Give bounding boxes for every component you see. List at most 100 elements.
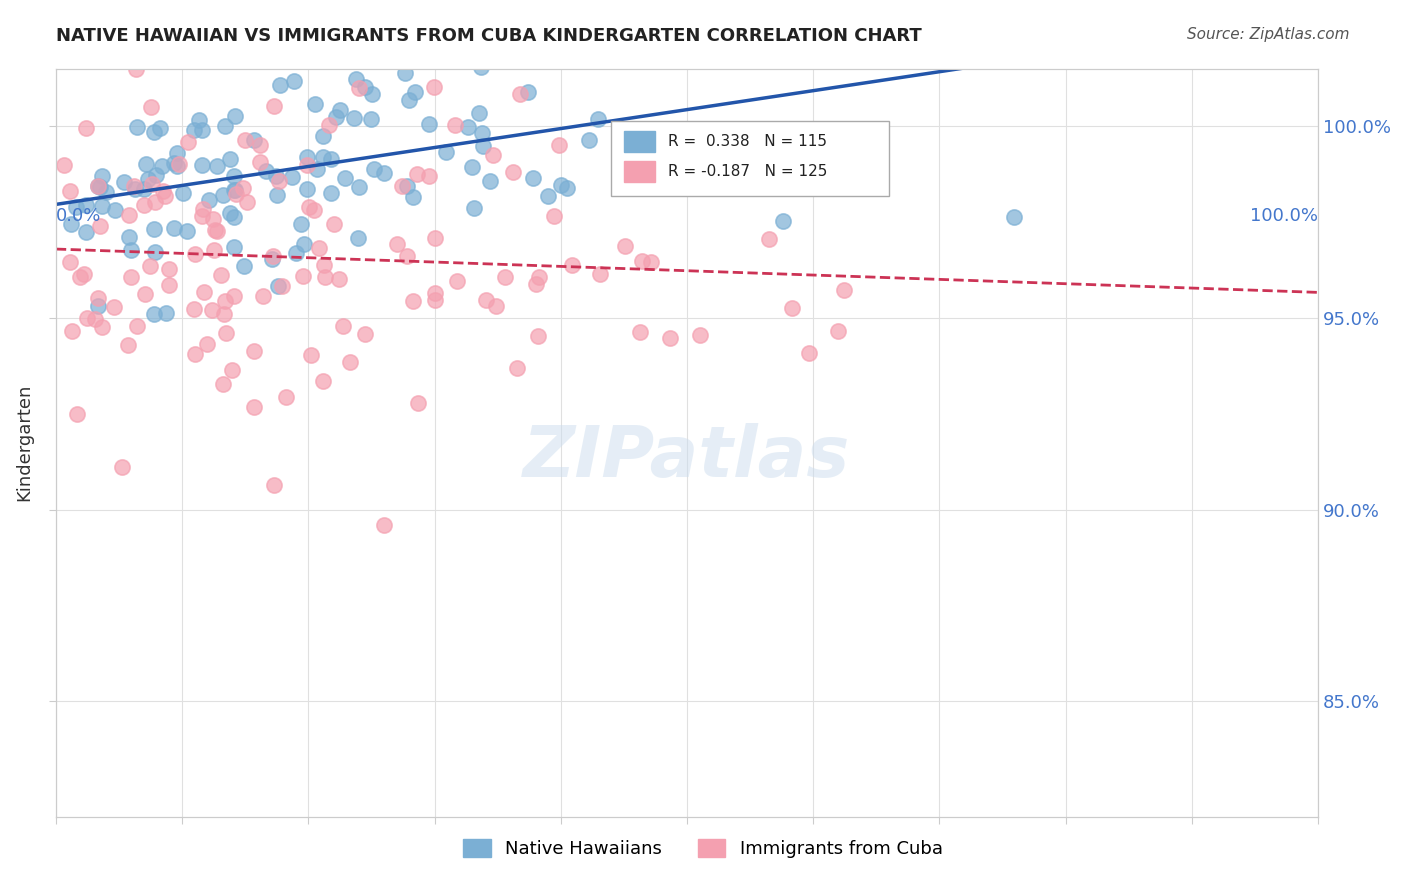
Point xyxy=(150,160,173,174)
Point xyxy=(104,202,127,217)
Point xyxy=(263,478,285,492)
Point xyxy=(52,158,75,172)
Point xyxy=(1002,210,1025,224)
Point xyxy=(191,158,214,172)
Point xyxy=(373,166,395,180)
Point xyxy=(143,245,166,260)
Point xyxy=(468,105,491,120)
Point xyxy=(209,268,232,283)
Point xyxy=(193,202,215,217)
Point xyxy=(197,193,219,207)
Point xyxy=(177,135,200,149)
Text: NATIVE HAWAIIAN VS IMMIGRANTS FROM CUBA KINDERGARTEN CORRELATION CHART: NATIVE HAWAIIAN VS IMMIGRANTS FROM CUBA … xyxy=(56,27,922,45)
Point xyxy=(640,255,662,269)
Legend: Native Hawaiians, Immigrants from Cuba: Native Hawaiians, Immigrants from Cuba xyxy=(457,831,949,865)
Bar xyxy=(624,161,655,182)
Point xyxy=(134,157,156,171)
Point xyxy=(799,346,821,360)
Point xyxy=(224,183,246,197)
Point xyxy=(548,138,571,153)
Point xyxy=(232,181,254,195)
Point xyxy=(537,189,560,203)
Point xyxy=(347,179,370,194)
Point xyxy=(91,319,114,334)
Point xyxy=(561,258,583,272)
Point xyxy=(307,46,329,61)
Point xyxy=(73,267,96,281)
Point xyxy=(463,202,485,216)
Point xyxy=(423,293,446,307)
Point xyxy=(299,348,322,362)
Point xyxy=(758,231,780,245)
Point xyxy=(344,71,367,86)
Point xyxy=(292,236,315,251)
Point xyxy=(75,121,97,136)
Point xyxy=(396,178,419,193)
Point xyxy=(517,85,540,99)
Point xyxy=(166,159,188,173)
Point xyxy=(143,195,166,210)
Point xyxy=(770,32,793,46)
Point xyxy=(75,198,97,212)
Point xyxy=(295,150,318,164)
Point xyxy=(506,360,529,375)
Point xyxy=(332,319,354,334)
Point xyxy=(335,170,357,185)
Point xyxy=(224,210,246,224)
Point xyxy=(69,270,91,285)
Point xyxy=(242,400,264,414)
Point xyxy=(59,254,82,268)
Point xyxy=(264,169,287,184)
Point xyxy=(218,152,240,166)
Point xyxy=(89,219,111,233)
Point xyxy=(235,133,257,147)
Point xyxy=(631,254,654,268)
Point xyxy=(360,112,382,126)
Point xyxy=(183,122,205,136)
Point xyxy=(167,156,190,170)
Point xyxy=(243,343,266,358)
Point xyxy=(184,247,207,261)
Text: R =  0.338   N = 115: R = 0.338 N = 115 xyxy=(668,135,827,149)
Point xyxy=(134,198,156,212)
Point xyxy=(152,184,174,198)
Point xyxy=(65,200,87,214)
Bar xyxy=(624,131,655,153)
Point xyxy=(224,288,246,302)
Point xyxy=(527,329,550,343)
Point xyxy=(84,311,107,326)
Point xyxy=(471,139,494,153)
FancyBboxPatch shape xyxy=(612,121,889,195)
Point xyxy=(207,159,229,173)
Point xyxy=(555,181,578,195)
Point xyxy=(269,78,291,92)
Point xyxy=(157,262,180,277)
Point xyxy=(142,307,165,321)
Point xyxy=(204,223,226,237)
Point xyxy=(118,208,141,222)
Point xyxy=(291,268,314,283)
Point xyxy=(202,211,225,226)
Point xyxy=(157,278,180,293)
Point xyxy=(373,517,395,532)
Point xyxy=(385,237,408,252)
Point xyxy=(249,138,271,153)
Point xyxy=(314,258,336,272)
Point xyxy=(149,120,172,135)
Point xyxy=(347,231,370,245)
Point xyxy=(191,209,214,223)
Point xyxy=(803,143,825,157)
Text: Source: ZipAtlas.com: Source: ZipAtlas.com xyxy=(1187,27,1350,42)
Point xyxy=(163,156,186,170)
Point xyxy=(155,306,177,320)
Point xyxy=(224,240,246,254)
Point xyxy=(443,118,465,132)
Point xyxy=(391,179,413,194)
Point xyxy=(218,206,240,220)
Point xyxy=(550,178,572,192)
Point xyxy=(470,60,492,74)
Point xyxy=(404,85,426,99)
Point xyxy=(402,293,425,308)
Point xyxy=(658,331,681,345)
Point xyxy=(280,11,302,25)
